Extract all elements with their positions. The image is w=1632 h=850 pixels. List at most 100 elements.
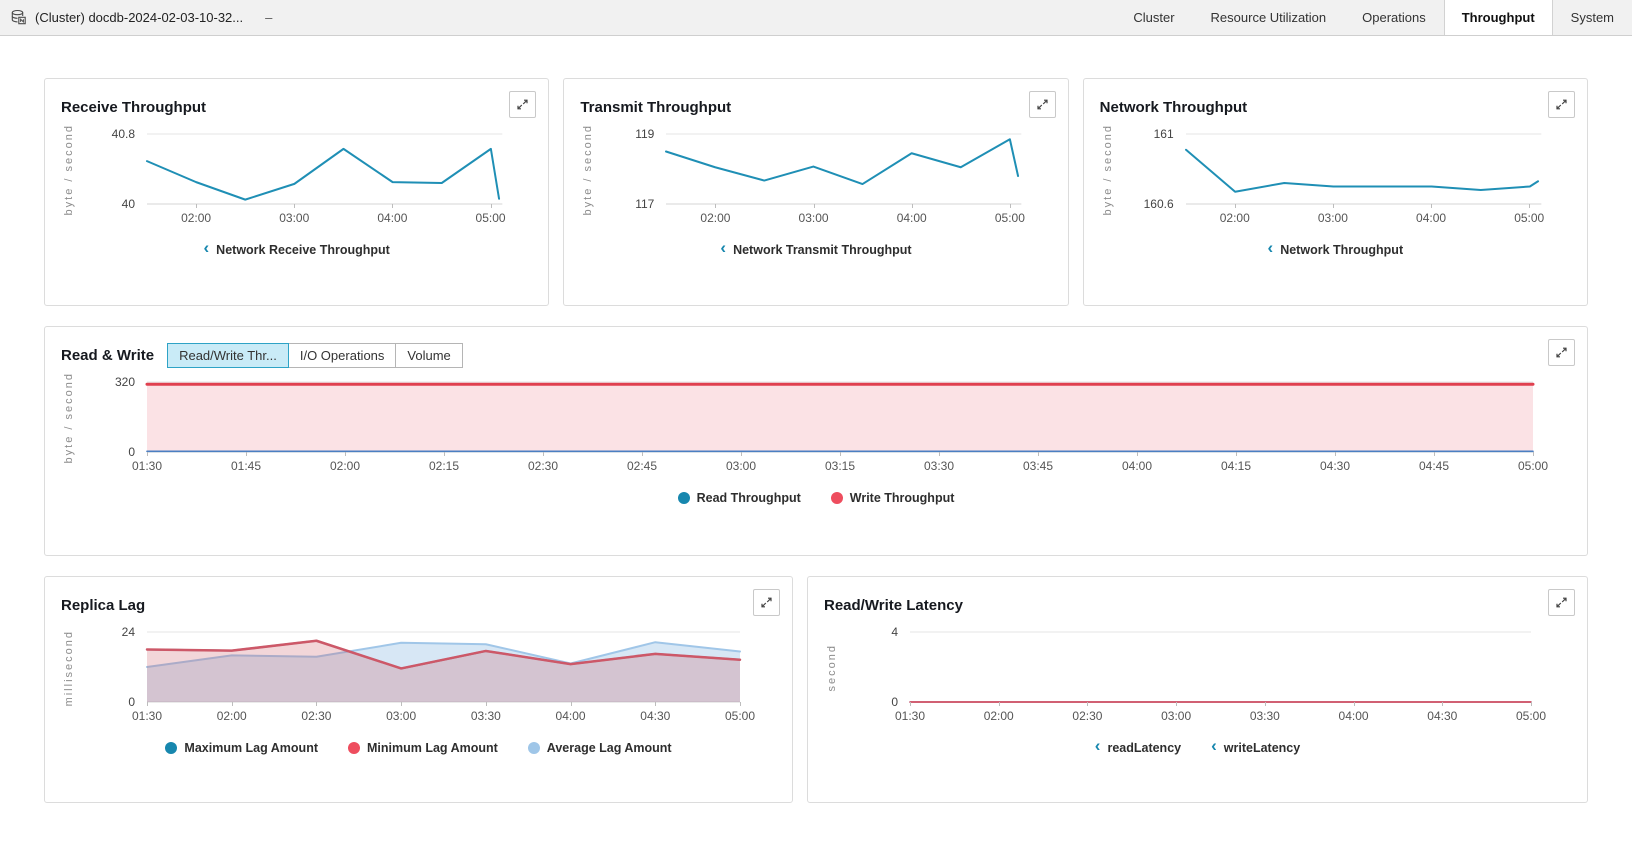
x-tick-mark [1137, 452, 1138, 456]
tab-system[interactable]: System [1570, 10, 1614, 25]
x-tick-label: 04:30 [1319, 459, 1351, 473]
y-tick-label: 4 [891, 625, 898, 639]
x-tick-mark [1264, 702, 1266, 706]
x-tick-label: 05:00 [1514, 211, 1545, 225]
legend-item-readlatency[interactable]: ‹ readLatency [1094, 736, 1182, 755]
segment-volume[interactable]: Volume [395, 342, 463, 368]
x-tick-mark [196, 204, 198, 208]
expand-button[interactable] [1028, 91, 1056, 118]
tab-resource-utilization[interactable]: Resource Utilization [1210, 10, 1327, 25]
legend-chevron-icon: ‹ [203, 238, 210, 257]
x-tick-label: 02:00 [329, 459, 361, 473]
chart-legend: ‹ Network Throughput [1100, 239, 1571, 257]
expand-icon [1036, 98, 1049, 111]
plot-area[interactable] [145, 133, 503, 205]
expand-icon [516, 98, 529, 111]
x-tick-label: 03:45 [1022, 459, 1054, 473]
x-tick-label: 03:00 [386, 709, 417, 723]
x-tick-label: 02:00 [181, 211, 212, 225]
legend-dot-icon [830, 492, 843, 504]
card-title-read-write-latency: Read/Write Latency [824, 596, 963, 614]
x-tick-label: 02:00 [700, 211, 731, 225]
y-tick-label: 160.6 [1143, 197, 1174, 211]
legend-chevron-icon: ‹ [720, 238, 727, 257]
x-tick-mark [1038, 452, 1039, 456]
legend-label: readLatency [1107, 741, 1182, 755]
legend-item-read-throughput[interactable]: Read Throughput [677, 491, 801, 505]
legend-item-write-throughput[interactable]: Write Throughput [830, 491, 955, 505]
legend-label: Average Lag Amount [546, 741, 672, 755]
legend-label: Write Throughput [849, 491, 955, 505]
plot-area[interactable] [665, 133, 1022, 205]
replica-lag-chart: millisecond 24 0 01:30 02:00 02:30 03:00 03:30… [61, 625, 776, 755]
x-tick-mark [715, 204, 717, 208]
x-tick-mark [939, 452, 940, 456]
legend-item-maximum-lag-amount[interactable]: Maximum Lag Amount [165, 741, 318, 755]
x-tick-label: 01:30 [131, 709, 163, 723]
x-axis: 01:30 01:45 02:00 02:15 02:30 02:45 03:00 03:15… [132, 452, 1548, 476]
legend-label: Network Receive Throughput [216, 243, 390, 257]
card-title-replica-lag: Replica Lag [61, 596, 146, 614]
x-tick-label: 03:00 [1161, 709, 1192, 723]
plot-area[interactable] [145, 631, 742, 703]
expand-icon [1555, 98, 1568, 111]
x-tick-mark [642, 452, 643, 456]
plot-area[interactable] [909, 631, 1532, 703]
x-tick-mark [1234, 204, 1236, 208]
expand-button[interactable] [753, 589, 780, 616]
chart-legend: ‹ Network Receive Throughput [61, 238, 532, 257]
x-tick-mark [147, 452, 148, 456]
x-tick-mark [1353, 702, 1355, 706]
tab-throughput[interactable]: Throughput [1443, 0, 1553, 35]
read-write-tabs: Read/Write Thr... I/O Operations Volume [167, 342, 463, 368]
expand-button[interactable] [1548, 339, 1575, 366]
x-axis: 02:00 03:00 04:00 05:00 [147, 204, 506, 228]
segment-read-write-thr-[interactable]: Read/Write Thr... [167, 342, 289, 368]
read-write-chart: byte / second 320 0 01:30 01:45 02:00 02:15 02… [61, 372, 1571, 505]
legend-label: Network Throughput [1280, 243, 1404, 257]
x-tick-label: 04:00 [1121, 459, 1153, 473]
tab-operations[interactable]: Operations [1362, 10, 1426, 25]
legend-item-network-transmit-throughput[interactable]: ‹ Network Transmit Throughput [720, 238, 911, 257]
x-tick-mark [147, 702, 148, 706]
y-tick-label: 117 [635, 197, 655, 211]
plot-area[interactable] [1184, 133, 1541, 205]
legend-chevron-icon: ‹ [1211, 736, 1217, 755]
legend-item-average-lag-amount[interactable]: Average Lag Amount [527, 741, 672, 755]
segment-i-o-operations[interactable]: I/O Operations [287, 342, 397, 368]
legend-chevron-icon: ‹ [1094, 736, 1101, 755]
x-tick-label: 02:30 [527, 459, 559, 473]
x-tick-mark [840, 452, 841, 456]
expand-button[interactable] [1548, 589, 1575, 616]
x-tick-mark [741, 452, 742, 456]
x-tick-mark [1442, 702, 1444, 706]
legend-dot-icon [348, 742, 360, 754]
x-tick-mark [1176, 702, 1178, 706]
expand-button[interactable] [1547, 91, 1575, 118]
chart-legend: Read Throughput Write Throughput [61, 491, 1571, 505]
plot-area[interactable] [145, 381, 1535, 453]
x-tick-mark [485, 702, 487, 706]
y-tick-label: 161 [1153, 127, 1174, 141]
legend-dot-icon [527, 742, 540, 754]
x-tick-mark [911, 204, 913, 208]
x-tick-mark [655, 702, 657, 706]
legend-item-minimum-lag-amount[interactable]: Minimum Lag Amount [348, 741, 498, 755]
legend-item-writelatency[interactable]: ‹ writeLatency [1211, 736, 1300, 755]
y-tick-label: 0 [128, 445, 135, 459]
x-tick-label: 04:00 [377, 211, 408, 225]
expand-button[interactable] [509, 91, 537, 118]
x-tick-label: 04:30 [640, 709, 671, 723]
legend-item-network-receive-throughput[interactable]: ‹ Network Receive Throughput [203, 238, 390, 257]
x-tick-mark [490, 204, 492, 208]
x-tick-label: 05:00 [1515, 709, 1547, 723]
legend-dot-icon [165, 742, 178, 754]
expand-icon [1555, 596, 1568, 609]
transmit-throughput-chart: byte / second 119 117 02:00 03:00 04:00 05:00… [580, 124, 1051, 257]
x-tick-mark [1332, 204, 1334, 208]
legend-item-network-throughput[interactable]: ‹ Network Throughput [1268, 239, 1404, 257]
x-tick-label: 05:00 [1517, 459, 1549, 473]
x-tick-label: 05:00 [724, 709, 756, 723]
tab-cluster[interactable]: Cluster [1133, 10, 1175, 25]
y-tick-label: 0 [128, 695, 135, 709]
